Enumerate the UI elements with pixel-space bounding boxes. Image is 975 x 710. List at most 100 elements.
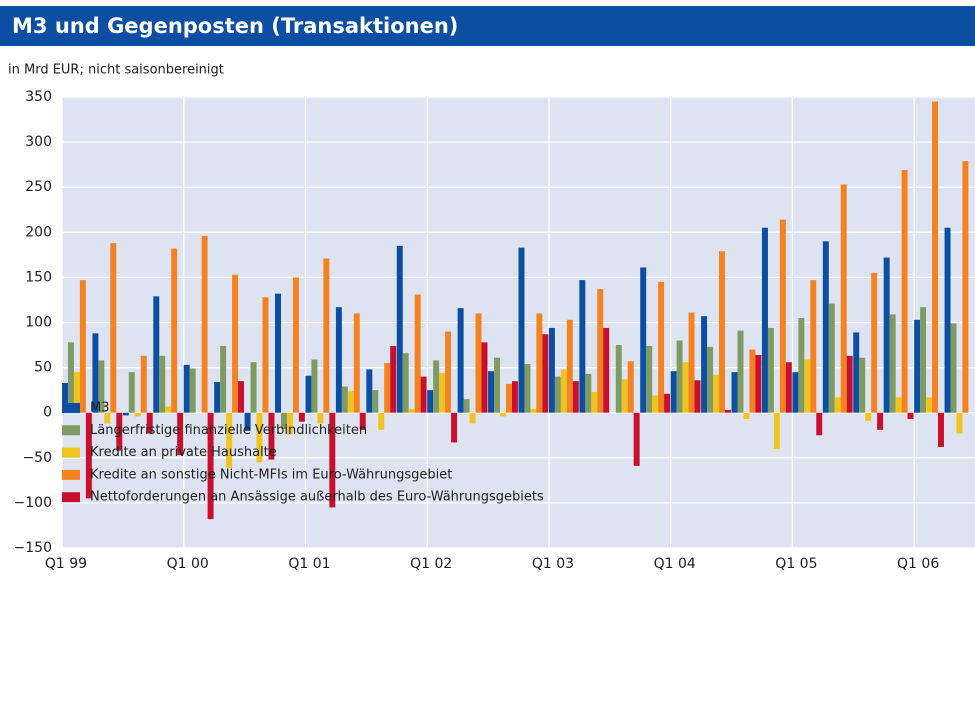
bar bbox=[505, 383, 512, 413]
bar bbox=[859, 357, 866, 413]
legend-swatch bbox=[62, 492, 80, 503]
bar bbox=[810, 280, 817, 413]
bar bbox=[146, 412, 153, 434]
bar bbox=[554, 376, 561, 413]
bar bbox=[907, 412, 914, 420]
bar bbox=[104, 412, 111, 424]
bar bbox=[785, 362, 792, 413]
y-tick-label: 150 bbox=[25, 269, 52, 285]
y-tick-label: 100 bbox=[25, 315, 52, 331]
bar bbox=[572, 381, 579, 413]
bar bbox=[566, 319, 573, 413]
bar bbox=[621, 379, 628, 413]
bar bbox=[779, 219, 786, 413]
bar bbox=[956, 412, 963, 434]
bar bbox=[822, 241, 829, 413]
bar bbox=[652, 395, 659, 413]
bar bbox=[268, 412, 275, 460]
y-tick-label: −150 bbox=[14, 540, 52, 556]
y-tick-label: 300 bbox=[25, 134, 52, 150]
x-tick-label: Q1 02 bbox=[410, 556, 452, 572]
x-tick-label: Q1 00 bbox=[167, 556, 209, 572]
bar bbox=[439, 373, 446, 413]
bar bbox=[420, 376, 427, 413]
bar bbox=[889, 314, 896, 413]
bar bbox=[232, 274, 239, 413]
bar bbox=[488, 371, 495, 413]
bar bbox=[73, 372, 80, 413]
bar bbox=[220, 345, 227, 413]
bar bbox=[895, 397, 902, 413]
bar bbox=[433, 360, 440, 413]
bar bbox=[524, 363, 531, 413]
x-tick-label: Q1 99 bbox=[45, 556, 87, 572]
bar bbox=[816, 412, 823, 436]
bar bbox=[853, 332, 860, 413]
legend-swatch bbox=[62, 403, 80, 413]
bar bbox=[670, 371, 677, 413]
bar bbox=[98, 360, 105, 413]
bar bbox=[469, 412, 476, 424]
x-tick-label: Q1 03 bbox=[532, 556, 574, 572]
bar bbox=[743, 412, 750, 420]
x-tick-label: Q1 01 bbox=[288, 556, 330, 572]
bar bbox=[347, 391, 354, 413]
bar bbox=[292, 277, 299, 413]
bar bbox=[414, 294, 421, 413]
bar bbox=[920, 307, 927, 413]
bar bbox=[275, 293, 282, 413]
bar bbox=[128, 372, 135, 413]
bar bbox=[494, 357, 501, 413]
bar bbox=[737, 330, 744, 413]
bar bbox=[962, 161, 969, 413]
bar bbox=[640, 267, 647, 413]
bar bbox=[250, 362, 257, 413]
bar bbox=[67, 342, 74, 413]
bar bbox=[646, 345, 653, 413]
bar bbox=[183, 364, 190, 413]
bar bbox=[719, 251, 725, 413]
bar bbox=[615, 345, 622, 413]
bar bbox=[877, 412, 884, 430]
bar bbox=[475, 313, 482, 413]
bar bbox=[701, 316, 708, 413]
bar bbox=[633, 412, 640, 466]
bar bbox=[281, 412, 287, 429]
y-tick-label: 250 bbox=[25, 179, 52, 195]
bar bbox=[682, 362, 689, 413]
bar bbox=[79, 280, 86, 413]
bar bbox=[341, 386, 348, 413]
bar bbox=[92, 333, 99, 413]
bar bbox=[134, 412, 141, 417]
legend-swatch bbox=[62, 425, 80, 436]
bar bbox=[62, 382, 68, 413]
bar bbox=[560, 369, 567, 413]
bar bbox=[317, 412, 324, 424]
bar bbox=[676, 340, 683, 413]
bar bbox=[804, 359, 811, 413]
bar bbox=[761, 227, 768, 413]
bar bbox=[390, 345, 397, 413]
bar bbox=[627, 361, 634, 413]
bar bbox=[603, 327, 610, 413]
bar bbox=[828, 303, 835, 413]
bar bbox=[542, 334, 549, 413]
bar bbox=[731, 372, 738, 413]
bar bbox=[792, 372, 799, 413]
bar bbox=[901, 170, 908, 413]
bar bbox=[207, 412, 214, 520]
bar bbox=[597, 289, 604, 413]
bar bbox=[463, 399, 470, 413]
bar bbox=[177, 412, 184, 456]
bar bbox=[846, 355, 853, 413]
legend-label: Kredite an private Haushalte bbox=[90, 445, 277, 460]
y-tick-label: −50 bbox=[22, 450, 52, 466]
bar bbox=[530, 409, 537, 413]
bar bbox=[871, 272, 878, 413]
bar bbox=[159, 355, 166, 413]
bar bbox=[938, 412, 944, 447]
bar bbox=[518, 247, 525, 413]
bar bbox=[311, 359, 318, 413]
bar bbox=[749, 349, 756, 413]
bar bbox=[548, 327, 555, 413]
